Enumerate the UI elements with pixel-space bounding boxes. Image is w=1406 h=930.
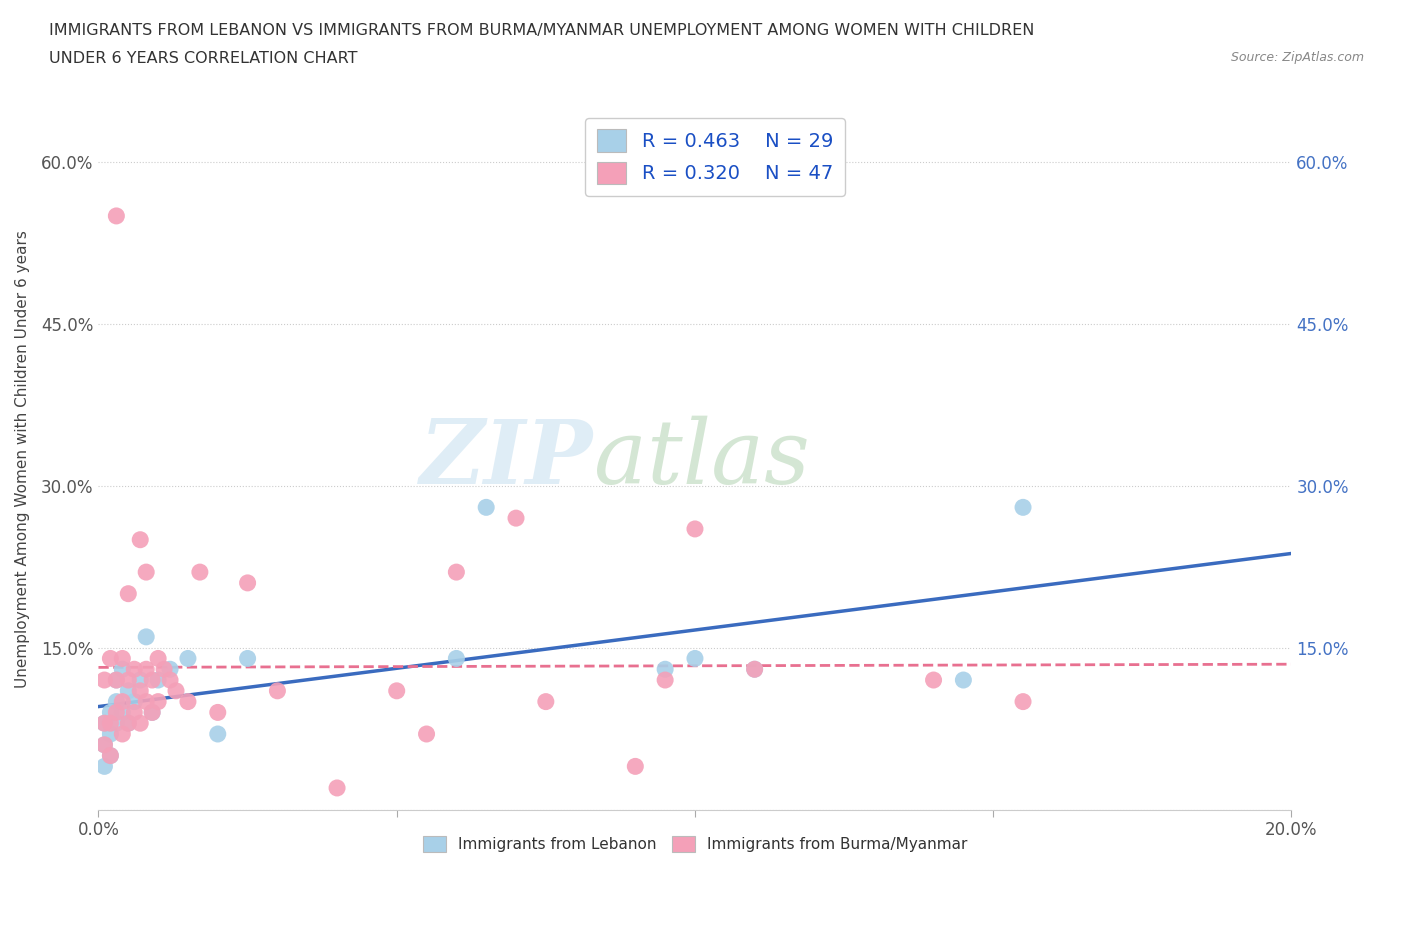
Point — [159, 662, 181, 677]
Point — [135, 565, 157, 579]
Point — [683, 522, 706, 537]
Point — [129, 716, 152, 731]
Text: Source: ZipAtlas.com: Source: ZipAtlas.com — [1230, 51, 1364, 64]
Point — [1012, 694, 1035, 709]
Point — [141, 705, 163, 720]
Point — [105, 716, 128, 731]
Point — [93, 737, 115, 752]
Point — [100, 705, 122, 720]
Point — [135, 694, 157, 709]
Point — [505, 511, 527, 525]
Point — [100, 748, 122, 763]
Point — [129, 684, 152, 698]
Point — [266, 684, 288, 698]
Y-axis label: Unemployment Among Women with Children Under 6 years: Unemployment Among Women with Children U… — [15, 230, 30, 687]
Point — [159, 672, 181, 687]
Text: ZIP: ZIP — [420, 416, 593, 502]
Point — [654, 662, 676, 677]
Point — [207, 705, 229, 720]
Point — [446, 651, 468, 666]
Point — [236, 576, 259, 591]
Point — [952, 672, 974, 687]
Point — [744, 662, 766, 677]
Point — [415, 726, 437, 741]
Point — [207, 726, 229, 741]
Point — [111, 651, 134, 666]
Point — [683, 651, 706, 666]
Point — [177, 694, 200, 709]
Point — [135, 630, 157, 644]
Point — [624, 759, 647, 774]
Point — [146, 651, 169, 666]
Point — [93, 737, 115, 752]
Point — [236, 651, 259, 666]
Legend: Immigrants from Lebanon, Immigrants from Burma/Myanmar: Immigrants from Lebanon, Immigrants from… — [416, 830, 973, 858]
Point — [117, 684, 139, 698]
Text: UNDER 6 YEARS CORRELATION CHART: UNDER 6 YEARS CORRELATION CHART — [49, 51, 357, 66]
Point — [122, 694, 145, 709]
Point — [117, 716, 139, 731]
Point — [100, 726, 122, 741]
Point — [100, 748, 122, 763]
Point — [93, 716, 115, 731]
Point — [654, 672, 676, 687]
Point — [111, 662, 134, 677]
Text: IMMIGRANTS FROM LEBANON VS IMMIGRANTS FROM BURMA/MYANMAR UNEMPLOYMENT AMONG WOME: IMMIGRANTS FROM LEBANON VS IMMIGRANTS FR… — [49, 23, 1035, 38]
Point — [141, 672, 163, 687]
Point — [744, 662, 766, 677]
Point — [922, 672, 945, 687]
Point — [188, 565, 211, 579]
Point — [177, 651, 200, 666]
Point — [165, 684, 187, 698]
Point — [93, 716, 115, 731]
Point — [111, 726, 134, 741]
Point — [385, 684, 408, 698]
Point — [326, 780, 349, 795]
Point — [146, 694, 169, 709]
Point — [129, 532, 152, 547]
Point — [117, 586, 139, 601]
Point — [105, 672, 128, 687]
Point — [105, 705, 128, 720]
Text: atlas: atlas — [593, 416, 810, 502]
Point — [135, 662, 157, 677]
Point — [534, 694, 557, 709]
Point — [111, 705, 134, 720]
Point — [122, 705, 145, 720]
Point — [153, 662, 176, 677]
Point — [105, 672, 128, 687]
Point — [1012, 500, 1035, 515]
Point — [129, 672, 152, 687]
Point — [122, 662, 145, 677]
Point — [100, 716, 122, 731]
Point — [105, 694, 128, 709]
Point — [93, 672, 115, 687]
Point — [93, 759, 115, 774]
Point — [146, 672, 169, 687]
Point — [100, 651, 122, 666]
Point — [117, 672, 139, 687]
Point — [117, 716, 139, 731]
Point — [111, 694, 134, 709]
Point — [446, 565, 468, 579]
Point — [141, 705, 163, 720]
Point — [475, 500, 498, 515]
Point — [105, 208, 128, 223]
